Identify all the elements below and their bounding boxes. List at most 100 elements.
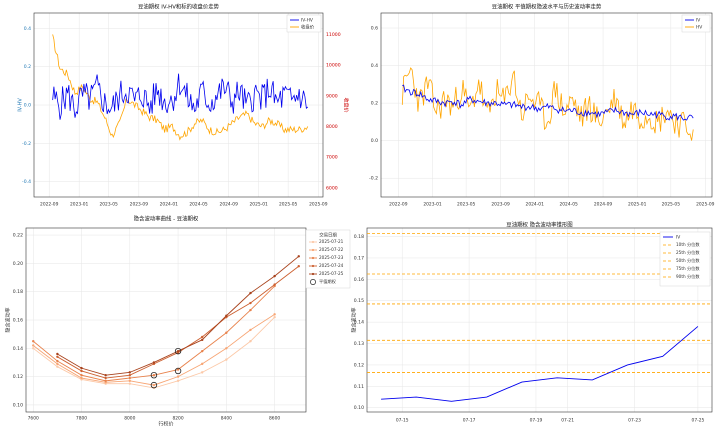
chart4-series-iv-line	[381, 326, 698, 401]
chart3-point	[249, 302, 251, 304]
chart3-ytick-label: 0.16	[13, 318, 23, 324]
chart2-legend-iv: IV	[696, 18, 700, 24]
chart3-ytick-label: 0.12	[13, 374, 23, 380]
chart4-xtick-label: 07-17	[463, 418, 476, 424]
chart3-point	[104, 380, 106, 382]
chart3-point	[80, 370, 82, 372]
chart3-legend-dot	[312, 273, 314, 275]
chart4-xtick-label: 07-25	[692, 418, 705, 424]
chart3-point	[249, 309, 251, 311]
chart3-legend-item: 2025-07-25	[319, 271, 344, 276]
chart3-point	[56, 353, 58, 355]
chart3-ytick-label: 0.10	[13, 402, 23, 408]
chart4-legend-percentile: 25th 分位数	[676, 249, 700, 256]
chart3-point	[273, 283, 275, 285]
chart3-series-line-2025-07-23	[33, 286, 274, 381]
chart3-ytick-label: 0.20	[13, 261, 23, 267]
chart3-xtick-label: 7600	[28, 416, 39, 422]
chart1-ytick-label: 0.2	[24, 64, 31, 70]
chart4-ytick-label: 0.15	[354, 298, 364, 304]
chart2-ytick-label: 0.4	[371, 63, 378, 69]
chart1-ytick-label: 0.0	[24, 103, 31, 109]
chart2-series-iv-line	[402, 85, 693, 120]
chart3-point	[298, 255, 300, 257]
chart3-xlabel: 行权价	[158, 421, 173, 428]
chart2-xtick-label: 2024-01	[526, 202, 545, 208]
chart2-xtick-label: 2024-09	[594, 202, 613, 208]
chart1-ytick-label: -0.2	[22, 141, 31, 147]
chart3-legend-dot	[312, 257, 314, 259]
chart3-point	[129, 371, 131, 373]
chart3-title: 隐含波动率曲线 - 豆油期权	[134, 215, 199, 223]
chart3-point	[177, 350, 179, 352]
chart4-legend-percentile: 50th 分位数	[676, 257, 700, 264]
chart3-legend-title: 交易日期	[319, 232, 337, 239]
chart1-xtick-label: 2022-09	[40, 202, 59, 208]
chart4-xtick-label: 07-21	[561, 418, 574, 424]
chart3-point	[56, 366, 58, 368]
chart2-xtick-label: 2025-09	[696, 202, 715, 208]
chart3-point	[56, 356, 58, 358]
chart3-point	[129, 377, 131, 379]
chart4-ytick-label: 0.18	[354, 234, 364, 240]
chart3-legend: 交易日期2025-07-212025-07-222025-07-232025-0…	[306, 230, 350, 288]
chart3-point	[201, 350, 203, 352]
chart3-point	[249, 340, 251, 342]
chart1-xtick-label: 2024-09	[220, 202, 239, 208]
chart1-xtick-label: 2023-09	[130, 202, 149, 208]
chart3-ytick-label: 0.14	[13, 346, 23, 352]
chart1-legend-ivhv: IV-HV	[301, 18, 313, 24]
chart4-xtick-label: 07-15	[396, 418, 409, 424]
chart3-point	[249, 292, 251, 294]
chart3-legend-atm: 平值期权	[319, 278, 337, 285]
chart3-legend-item: 2025-07-21	[319, 239, 344, 244]
chart3-xtick-label: 7800	[76, 416, 87, 422]
chart3-point	[225, 358, 227, 360]
chart2-legend-hv: HV	[696, 25, 702, 31]
chart1-xtick-label: 2025-01	[249, 202, 268, 208]
chart4-ytick-label: 0.17	[354, 255, 364, 261]
chart2-xtick-label: 2025-05	[662, 202, 681, 208]
chart3-legend-dot	[312, 265, 314, 267]
chart3-point	[80, 374, 82, 376]
chart3-legend-item: 2025-07-23	[319, 255, 344, 260]
chart3-point	[201, 336, 203, 338]
chart3-point	[80, 377, 82, 379]
chart1-y2tick-label: 9000	[326, 93, 338, 99]
chart3-point	[201, 363, 203, 365]
chart1-title: 豆油期权 IV-HV和标的收盘价走势	[138, 3, 220, 11]
chart1-ytick-label: 0.4	[24, 26, 31, 32]
chart1-y2tick-label: 8000	[326, 124, 338, 130]
chart3-point	[129, 374, 131, 376]
chart4-legend-percentile: 90th 分位数	[676, 273, 700, 280]
chart2-xtick-label: 2023-05	[457, 202, 476, 208]
chart2-title: 豆油期权 平值期权隐波水平与历史波动率走势	[492, 3, 602, 11]
chart4-legend-percentile: 75th 分位数	[676, 265, 700, 272]
chart1-y2tick-label: 10000	[326, 63, 341, 69]
chart3-point	[104, 374, 106, 376]
chart2-ytick-label: -0.2	[369, 176, 378, 182]
chart1-y2tick-label: 11000	[326, 32, 341, 38]
chart4-title: 豆油期权 隐含波动率锥形图	[506, 221, 572, 229]
chart3-point	[225, 347, 227, 349]
chart3-point	[225, 332, 227, 334]
chart2-xtick-label: 2022-09	[389, 202, 408, 208]
chart1-series-ivhv-line	[53, 74, 308, 120]
chart1-xtick-label: 2023-05	[99, 202, 118, 208]
chart1-ytick-label: -0.4	[22, 179, 31, 185]
chart3-xtick-label: 8000	[124, 416, 135, 422]
chart3-point	[273, 275, 275, 277]
chart1-xtick-label: 2025-05	[279, 202, 298, 208]
chart2-xtick-label: 2023-09	[491, 202, 510, 208]
chart4-xtick-label: 07-23	[628, 418, 641, 424]
chart3-point	[56, 360, 58, 362]
chart3-point	[56, 363, 58, 365]
chart4-ytick-label: 0.16	[354, 277, 364, 283]
chart3-point	[273, 316, 275, 318]
chart4-legend-percentile: 10th 分位数	[676, 241, 700, 248]
chart3-point	[32, 340, 34, 342]
chart3-ytick-label: 0.18	[13, 289, 23, 295]
